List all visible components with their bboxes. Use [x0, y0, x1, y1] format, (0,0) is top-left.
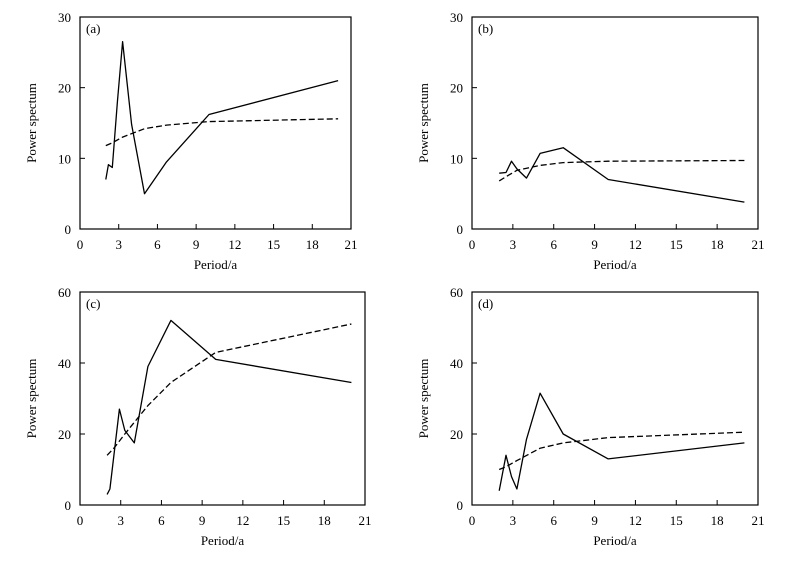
plot-frame [79, 16, 352, 230]
solid-series-line [105, 41, 339, 195]
x-tick-label: 9 [193, 237, 200, 252]
x-tick-label: 6 [154, 237, 161, 252]
x-tick-label: 15 [670, 513, 683, 528]
y-tick-label: 10 [58, 151, 71, 166]
y-tick-label: 30 [450, 10, 463, 25]
x-tick-label: 9 [591, 513, 598, 528]
x-tick-label: 21 [752, 237, 765, 252]
plot-frame [471, 291, 759, 506]
x-tick-label: 21 [359, 513, 372, 528]
y-tick-label: 0 [457, 498, 464, 513]
y-tick-label: 0 [457, 222, 464, 237]
dashed-series-line [498, 159, 745, 182]
y-tick-label: 40 [450, 356, 463, 371]
y-tick-label: 10 [450, 151, 463, 166]
x-tick-label: 0 [469, 513, 476, 528]
y-tick-label: 20 [58, 81, 71, 96]
y-axis-title: Power spectum [416, 83, 431, 163]
solid-series-line [106, 319, 352, 495]
x-tick-label: 3 [510, 237, 517, 252]
panel-tag: (d) [478, 296, 493, 311]
x-tick-label: 12 [236, 513, 249, 528]
x-tick-label: 18 [306, 237, 319, 252]
x-tick-label: 21 [752, 513, 765, 528]
solid-series-line [498, 392, 745, 491]
plot-frame [471, 16, 759, 230]
dashed-series-line [498, 431, 745, 471]
x-axis-title: Period/a [593, 533, 637, 548]
y-tick-label: 20 [450, 427, 463, 442]
chart-panel-b: 0 3 6 9 12 15 18 21 0 10 20 30 Period/a Power spectum… [416, 10, 765, 272]
x-tick-label: 12 [629, 513, 642, 528]
x-tick-label: 9 [591, 237, 598, 252]
y-axis-title: Power spectum [24, 83, 39, 163]
x-axis-title: Period/a [194, 257, 238, 272]
x-tick-label: 21 [345, 237, 358, 252]
panel-tag: (c) [86, 296, 100, 311]
x-tick-label: 18 [711, 513, 724, 528]
y-tick-label: 40 [58, 356, 71, 371]
chart-panel-c: 0 3 6 9 12 15 18 21 0 20 40 60 Period/a Power spectum… [24, 285, 372, 548]
y-tick-label: 0 [65, 498, 72, 513]
x-tick-label: 12 [629, 237, 642, 252]
y-tick-label: 60 [58, 285, 71, 300]
x-axis-title: Period/a [593, 257, 637, 272]
x-tick-label: 15 [277, 513, 290, 528]
solid-series-line [499, 147, 745, 203]
x-tick-label: 6 [550, 513, 557, 528]
y-axis-title: Power spectum [24, 359, 39, 439]
x-tick-label: 3 [510, 513, 517, 528]
x-tick-label: 0 [469, 237, 476, 252]
dashed-series-line [105, 118, 339, 147]
y-tick-label: 0 [65, 222, 72, 237]
chart-panel-d: 0 3 6 9 12 15 18 21 0 20 40 60 Period/a Power spectum… [416, 285, 765, 548]
y-tick-label: 30 [58, 10, 71, 25]
chart-panel-a: 0 3 6 9 12 15 18 21 0 10 20 30 Period/a Power spectum… [24, 10, 358, 272]
x-tick-label: 18 [318, 513, 331, 528]
x-tick-label: 15 [670, 237, 683, 252]
y-tick-label: 20 [450, 81, 463, 96]
x-axis-title: Period/a [201, 533, 245, 548]
plot-frame [79, 291, 366, 506]
x-tick-label: 9 [199, 513, 206, 528]
panel-tag: (a) [86, 21, 100, 36]
x-tick-label: 0 [77, 237, 84, 252]
panel-tag: (b) [478, 21, 493, 36]
y-tick-label: 20 [58, 427, 71, 442]
x-tick-label: 6 [158, 513, 165, 528]
dashed-series-line [106, 323, 352, 456]
y-tick-label: 60 [450, 285, 463, 300]
x-tick-label: 18 [711, 237, 724, 252]
y-axis-title: Power spectum [416, 359, 431, 439]
x-tick-label: 6 [550, 237, 557, 252]
x-tick-label: 12 [228, 237, 241, 252]
x-tick-label: 0 [77, 513, 84, 528]
x-tick-label: 3 [115, 237, 122, 252]
x-tick-label: 3 [117, 513, 124, 528]
x-tick-label: 15 [267, 237, 280, 252]
